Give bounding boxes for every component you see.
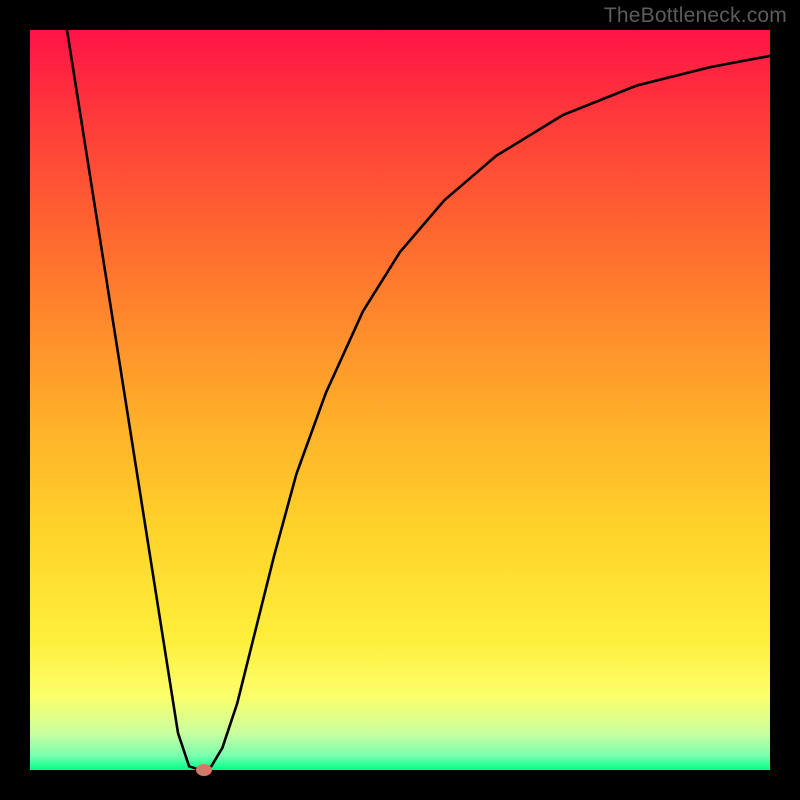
watermark-text: TheBottleneck.com bbox=[604, 4, 787, 28]
chart-frame: TheBottleneck.com bbox=[0, 0, 800, 800]
curve-polyline bbox=[67, 30, 770, 770]
plot-area bbox=[30, 30, 770, 770]
operating-point-marker bbox=[196, 764, 212, 776]
bottleneck-curve bbox=[30, 30, 770, 770]
